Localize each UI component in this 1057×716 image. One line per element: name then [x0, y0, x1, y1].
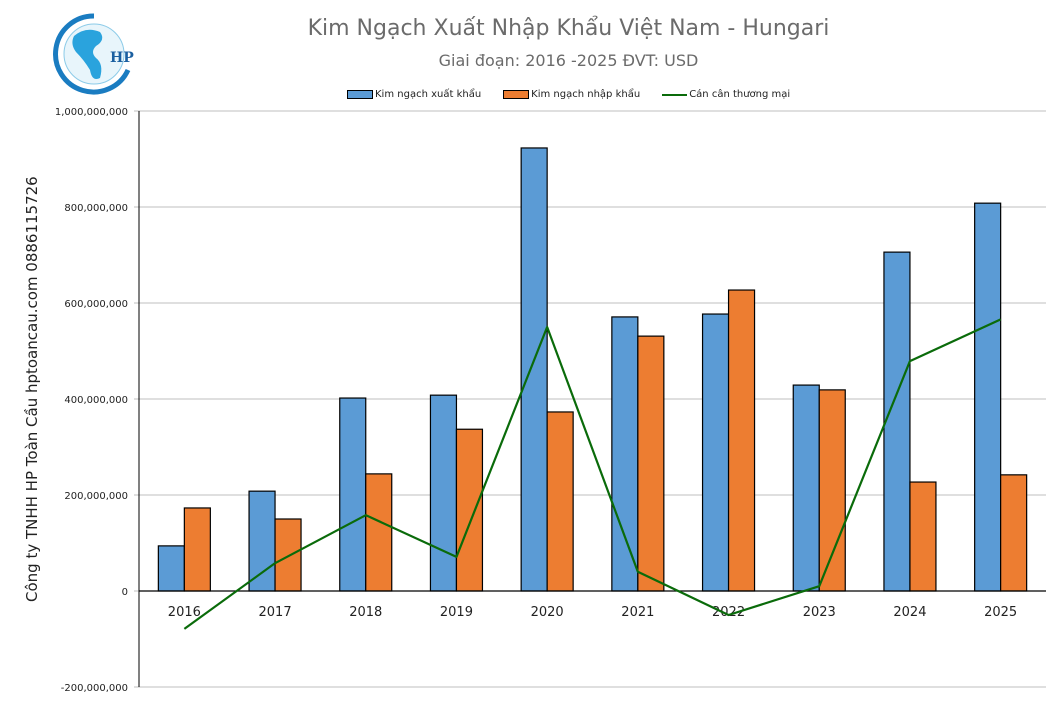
- svg-text:HP: HP: [110, 50, 134, 66]
- company-logo: HP: [50, 12, 136, 96]
- x-tick-label: 2022: [712, 605, 745, 620]
- globe-logo-icon: HP: [53, 13, 134, 95]
- chart-subtitle: Giai đoạn: 2016 -2025 ĐVT: USD: [438, 51, 699, 70]
- legend-label: Kim ngạch xuất khẩu: [375, 89, 482, 100]
- bar-import: [909, 481, 937, 592]
- x-tick-label: 2019: [440, 605, 473, 620]
- legend-item-balance: Cán cân thương mại: [662, 89, 790, 100]
- x-tick-label: 2021: [621, 605, 654, 620]
- bar-export: [611, 316, 639, 592]
- bar-import: [365, 473, 393, 592]
- y-tick-label: 800,000,000: [64, 203, 128, 214]
- bar-export: [339, 397, 367, 592]
- y-tick-label: 1,000,000,000: [55, 107, 128, 118]
- chart-title: Kim Ngạch Xuất Nhập Khẩu Việt Nam - Hung…: [307, 16, 830, 41]
- y-tick-label: 400,000,000: [64, 395, 128, 406]
- y-tick-label: 0: [122, 587, 128, 598]
- x-tick-label: 2024: [893, 605, 926, 620]
- y-tick-label: 200,000,000: [64, 491, 128, 502]
- bar-import: [274, 518, 302, 592]
- legend-item-import: Kim ngạch nhập khẩu: [503, 89, 640, 100]
- bar-import: [727, 289, 756, 592]
- trade-balance-line: [183, 318, 1002, 630]
- legend-label: Cán cân thương mại: [689, 89, 791, 100]
- bar-import: [546, 411, 574, 592]
- bar-export: [792, 384, 820, 592]
- bar-import: [818, 389, 846, 592]
- legend-item-export: Kim ngạch xuất khẩu: [347, 89, 481, 100]
- bar-import: [455, 428, 484, 592]
- bar-import: [183, 507, 211, 592]
- legend: Kim ngạch xuất khẩu Kim ngạch nhập khẩu …: [347, 89, 790, 100]
- x-tick-label: 2016: [168, 605, 201, 620]
- y-tick-label: 600,000,000: [64, 299, 128, 310]
- bar-export: [974, 202, 1002, 592]
- legend-swatch-orange: [503, 90, 530, 99]
- bar-export: [248, 490, 276, 592]
- y-tick-label: -200,000,000: [61, 683, 128, 694]
- bar-export: [701, 313, 730, 592]
- x-tick-label: 2018: [349, 605, 382, 620]
- legend-line-green: [662, 93, 688, 96]
- bar-import: [1000, 474, 1028, 592]
- x-tick-label: 2023: [803, 605, 836, 620]
- bar-import: [637, 335, 665, 592]
- legend-swatch-blue: [347, 90, 373, 99]
- legend-label: Kim ngạch nhập khẩu: [531, 89, 641, 100]
- x-tick-label: 2017: [259, 605, 292, 620]
- x-tick-label: 2020: [531, 605, 564, 620]
- bar-export: [883, 251, 911, 592]
- bar-export: [429, 394, 458, 592]
- bar-export: [520, 147, 548, 592]
- bar-export: [157, 545, 185, 592]
- x-tick-label: 2025: [984, 605, 1017, 620]
